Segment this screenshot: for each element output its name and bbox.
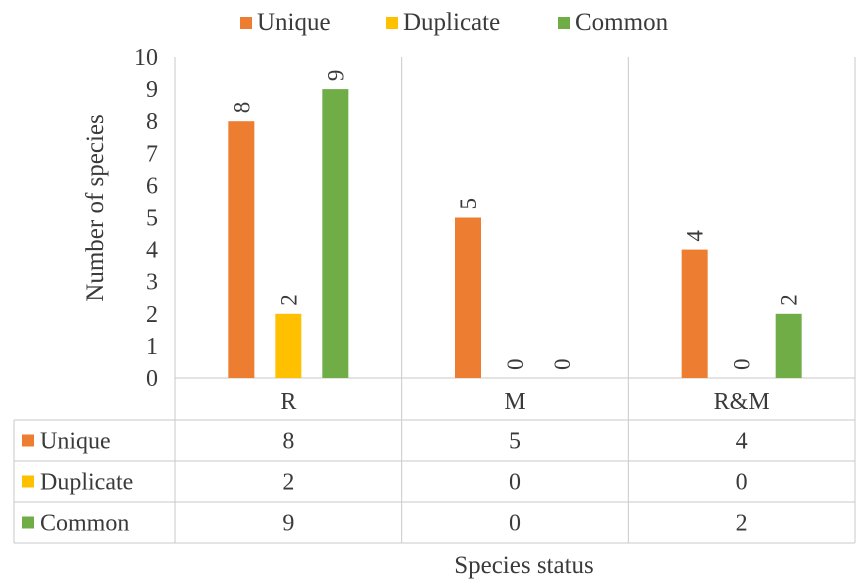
y-tick-label: 7 <box>146 141 158 167</box>
table-cell: 2 <box>736 511 748 537</box>
bar-unique-R <box>228 121 255 378</box>
x-tick-label: R <box>280 389 296 415</box>
y-axis: 0 1 2 3 4 5 6 7 8 9 10 <box>134 45 158 392</box>
bar-unique-R&M <box>681 249 708 378</box>
table-cell: 4 <box>736 429 748 455</box>
data-label: 8 <box>229 102 254 113</box>
data-label: 4 <box>683 230 708 242</box>
grid-lines <box>13 57 856 544</box>
y-tick-label: 3 <box>146 270 158 296</box>
data-label: 9 <box>323 70 348 82</box>
table-series-label: Unique <box>40 429 111 455</box>
legend: Unique Duplicate Common <box>240 9 669 36</box>
legend-label-duplicate: Duplicate <box>403 9 500 36</box>
table-cell: 2 <box>282 470 294 496</box>
y-tick-label: 2 <box>146 302 158 328</box>
legend-swatch-common <box>558 17 570 29</box>
legend-label-unique: Unique <box>257 9 331 36</box>
table-legend-key-common <box>22 516 34 529</box>
legend-swatch-unique <box>240 17 252 29</box>
y-tick-label: 0 <box>146 366 158 392</box>
y-tick-label: 8 <box>146 109 158 135</box>
legend-swatch-duplicate <box>386 17 398 29</box>
y-tick-label: 10 <box>134 45 158 71</box>
y-axis-label: Number of species <box>82 114 109 301</box>
data-label: 2 <box>276 294 301 306</box>
bar-common-R <box>322 89 349 378</box>
legend-label-common: Common <box>575 9 669 36</box>
data-table: R M R&M Unique 8 5 4 Duplicate 2 0 0 Common 9 0 2 <box>22 389 770 537</box>
x-axis-label: Species status <box>454 552 594 579</box>
data-labels: 8 2 9 5 0 0 4 0 2 <box>229 70 801 370</box>
data-label: 0 <box>550 359 575 371</box>
y-tick-label: 6 <box>146 173 158 199</box>
table-cell: 5 <box>509 429 521 455</box>
bars <box>228 89 802 378</box>
data-label: 2 <box>777 294 802 306</box>
y-tick-label: 5 <box>146 206 158 232</box>
table-series-label: Duplicate <box>40 470 133 496</box>
table-cell: 0 <box>509 470 521 496</box>
table-cell: 9 <box>282 511 294 537</box>
data-label: 0 <box>730 359 755 371</box>
y-tick-label: 4 <box>146 238 158 264</box>
data-label: 0 <box>503 359 528 371</box>
table-cell: 0 <box>736 470 748 496</box>
y-tick-label: 9 <box>146 77 158 103</box>
table-series-label: Common <box>40 511 129 537</box>
x-tick-label: R&M <box>714 389 770 415</box>
bar-unique-M <box>455 217 481 378</box>
bar-common-R&M <box>775 313 802 378</box>
bar-duplicate-R <box>275 313 302 378</box>
table-cell: 8 <box>282 429 294 455</box>
data-label: 5 <box>456 198 481 210</box>
table-legend-key-duplicate <box>22 475 34 488</box>
x-tick-label: M <box>504 389 525 415</box>
y-tick-label: 1 <box>146 334 158 360</box>
table-legend-key-unique <box>22 434 34 447</box>
table-cell: 0 <box>509 511 521 537</box>
